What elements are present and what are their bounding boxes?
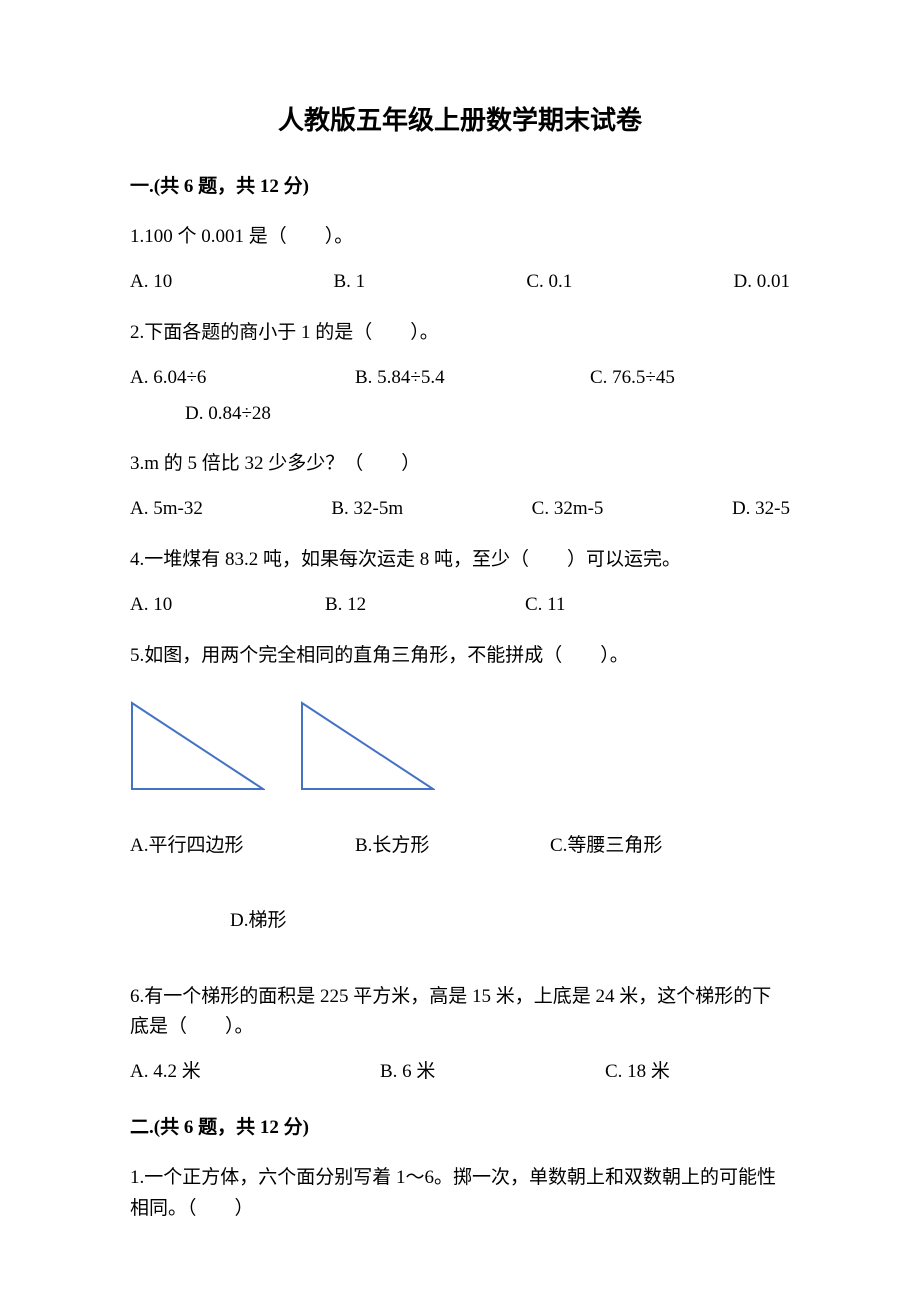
triangles-diagram [130, 701, 790, 791]
question-4-options: A. 10 B. 12 C. 11 [130, 590, 790, 620]
q2-option-c: C. 76.5÷45 [590, 363, 675, 393]
question-6: 6.有一个梯形的面积是 225 平方米，高是 15 米，上底是 24 米，这个梯… [130, 982, 790, 1088]
question-5-options-line2: D.梯形 [230, 906, 790, 936]
q5-option-d: D.梯形 [230, 910, 286, 931]
question-2-text: 2.下面各题的商小于 1 的是（ ）。 [130, 318, 790, 348]
triangle-2-icon [300, 701, 435, 791]
question-1: 1.100 个 0.001 是（ ）。 A. 10 B. 1 C. 0.1 D.… [130, 222, 790, 298]
section-2-header: 二.(共 6 题，共 12 分) [130, 1113, 790, 1143]
q1-option-d: D. 0.01 [734, 267, 790, 297]
q5-option-a: A.平行四边形 [130, 831, 355, 861]
q1-option-a: A. 10 [130, 267, 172, 297]
question-4-text: 4.一堆煤有 83.2 吨，如果每次运走 8 吨，至少（ ）可以运完。 [130, 545, 790, 575]
q2-option-a: A. 6.04÷6 [130, 363, 355, 393]
section2-question-1-text: 1.一个正方体，六个面分别写着 1～6。掷一次，单数朝上和双数朝上的可能性相同。… [130, 1163, 790, 1224]
q4-option-b: B. 12 [325, 590, 525, 620]
question-2: 2.下面各题的商小于 1 的是（ ）。 A. 6.04÷6 B. 5.84÷5.… [130, 318, 790, 429]
question-1-text: 1.100 个 0.001 是（ ）。 [130, 222, 790, 252]
q3-option-a: A. 5m-32 [130, 494, 203, 524]
q4-option-a: A. 10 [130, 590, 325, 620]
q3-option-b: B. 32-5m [331, 494, 403, 524]
question-6-text: 6.有一个梯形的面积是 225 平方米，高是 15 米，上底是 24 米，这个梯… [130, 982, 790, 1043]
q3-option-c: C. 32m-5 [532, 494, 604, 524]
question-6-options: A. 4.2 米 B. 6 米 C. 18 米 [130, 1057, 790, 1087]
q5-option-c: C.等腰三角形 [550, 831, 662, 861]
q5-option-b: B.长方形 [355, 831, 550, 861]
q3-option-d: D. 32-5 [732, 494, 790, 524]
question-5-options-line1: A.平行四边形 B.长方形 C.等腰三角形 [130, 831, 790, 861]
section2-question-1: 1.一个正方体，六个面分别写着 1～6。掷一次，单数朝上和双数朝上的可能性相同。… [130, 1163, 790, 1224]
q1-option-b: B. 1 [333, 267, 365, 297]
section-1-header: 一.(共 6 题，共 12 分) [130, 172, 790, 202]
question-3-text: 3.m 的 5 倍比 32 少多少？（ ） [130, 449, 790, 479]
q2-option-b: B. 5.84÷5.4 [355, 363, 590, 393]
q6-option-b: B. 6 米 [380, 1057, 605, 1087]
q4-option-c: C. 11 [525, 590, 565, 620]
question-2-options-line2: D. 0.84÷28 [185, 399, 790, 429]
question-5-text: 5.如图，用两个完全相同的直角三角形，不能拼成（ ）。 [130, 641, 790, 671]
q2-option-d: D. 0.84÷28 [185, 403, 271, 424]
triangle-1-icon [130, 701, 265, 791]
question-3-options: A. 5m-32 B. 32-5m C. 32m-5 D. 32-5 [130, 494, 790, 524]
q6-option-a: A. 4.2 米 [130, 1057, 380, 1087]
question-1-options: A. 10 B. 1 C. 0.1 D. 0.01 [130, 267, 790, 297]
question-4: 4.一堆煤有 83.2 吨，如果每次运走 8 吨，至少（ ）可以运完。 A. 1… [130, 545, 790, 621]
q6-option-c: C. 18 米 [605, 1057, 670, 1087]
question-5: 5.如图，用两个完全相同的直角三角形，不能拼成（ ）。 A.平行四边形 B.长方… [130, 641, 790, 937]
question-2-options-line1: A. 6.04÷6 B. 5.84÷5.4 C. 76.5÷45 [130, 363, 790, 393]
q1-option-c: C. 0.1 [526, 267, 572, 297]
page-title: 人教版五年级上册数学期末试卷 [130, 100, 790, 142]
question-3: 3.m 的 5 倍比 32 少多少？（ ） A. 5m-32 B. 32-5m … [130, 449, 790, 525]
